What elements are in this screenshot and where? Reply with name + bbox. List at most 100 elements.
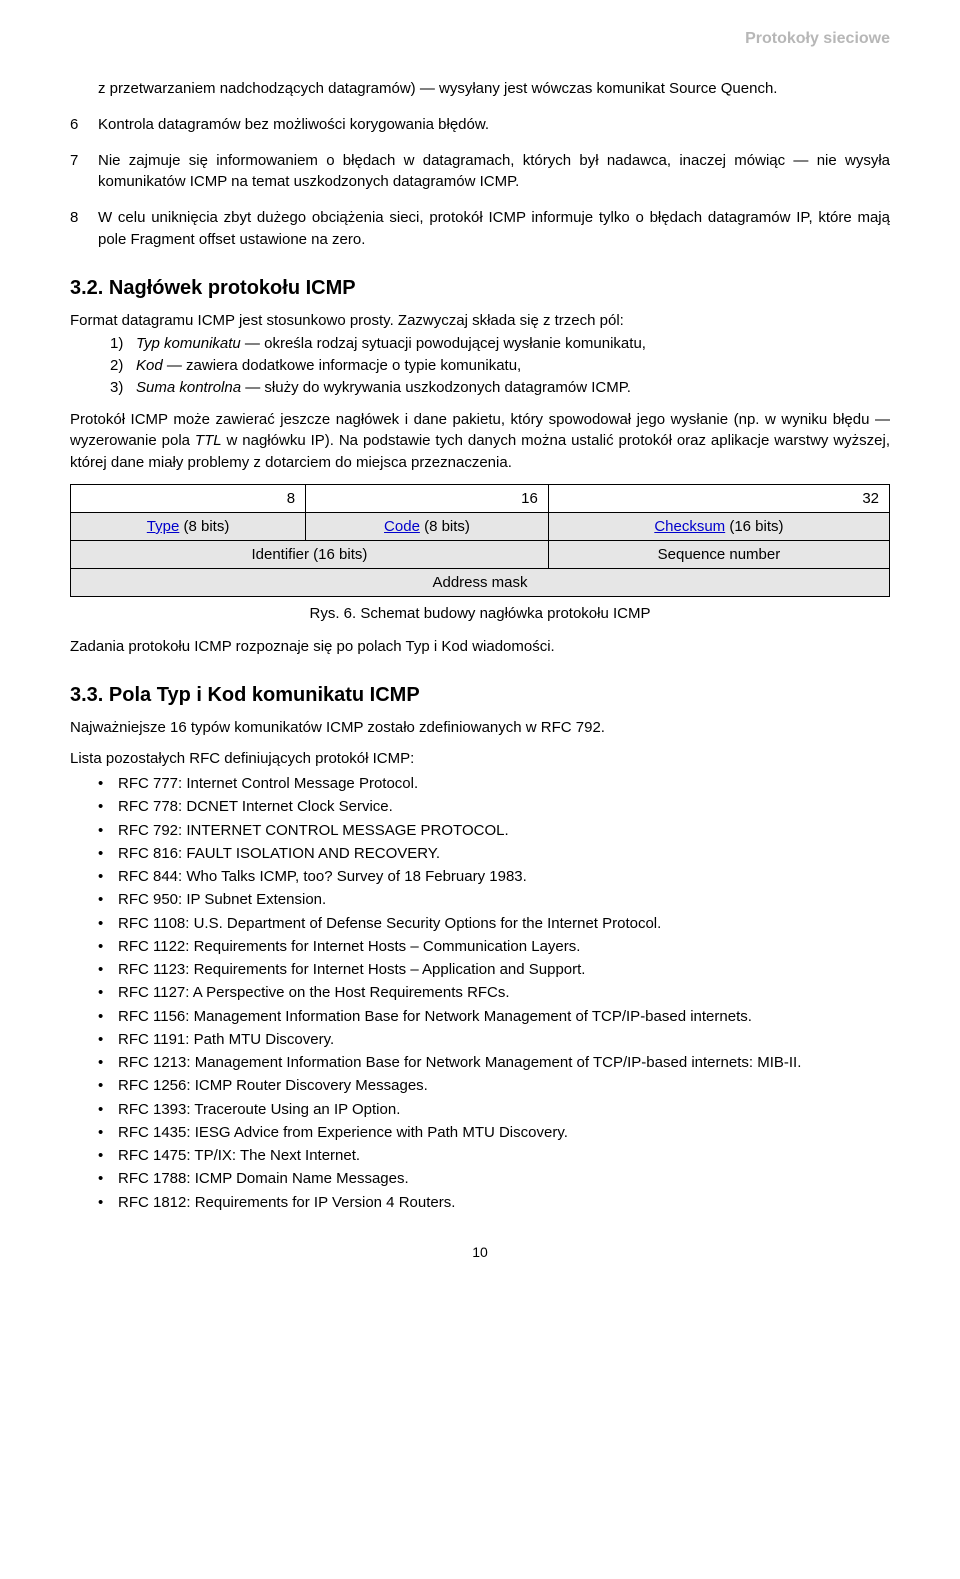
bullet-icon: • xyxy=(98,935,118,958)
rfc-text: RFC 1108: U.S. Department of Defense Sec… xyxy=(118,912,661,935)
type-link[interactable]: Type xyxy=(147,518,180,535)
bullet-icon: • xyxy=(98,912,118,935)
list-item: •RFC 792: INTERNET CONTROL MESSAGE PROTO… xyxy=(98,819,890,842)
document-page: Protokoły sieciowe z przetwarzaniem nadc… xyxy=(0,0,960,1300)
bullet-icon: • xyxy=(98,1028,118,1051)
address-mask-cell: Address mask xyxy=(71,568,890,596)
ttl-term: TTL xyxy=(195,432,222,449)
item-number xyxy=(70,78,98,100)
figure-caption: Rys. 6. Schemat budowy nagłówka protokoł… xyxy=(70,605,890,622)
identifier-cell: Identifier (16 bits) xyxy=(71,540,549,568)
item-text: Kod — zawiera dodatkowe informacje o typ… xyxy=(136,355,521,377)
list-item: •RFC 1191: Path MTU Discovery. xyxy=(98,1028,890,1051)
paragraph: Najważniejsze 16 typów komunikatów ICMP … xyxy=(70,717,890,739)
list-item: •RFC 1123: Requirements for Internet Hos… xyxy=(98,958,890,981)
list-item: •RFC 1788: ICMP Domain Name Messages. xyxy=(98,1167,890,1190)
rfc-text: RFC 950: IP Subnet Extension. xyxy=(118,888,326,911)
rfc-text: RFC 844: Who Talks ICMP, too? Survey of … xyxy=(118,865,527,888)
section-heading-3-2: 3.2. Nagłówek protokołu ICMP xyxy=(70,277,890,300)
table-row: Identifier (16 bits) Sequence number xyxy=(71,540,890,568)
rfc-text: RFC 1156: Management Information Base fo… xyxy=(118,1005,752,1028)
item-text: Suma kontrolna — służy do wykrywania usz… xyxy=(136,377,631,399)
bullet-icon: • xyxy=(98,1051,118,1074)
list-item: •RFC 1127: A Perspective on the Host Req… xyxy=(98,981,890,1004)
bullet-icon: • xyxy=(98,865,118,888)
code-tail: (8 bits) xyxy=(420,518,470,535)
item-text: z przetwarzaniem nadchodzących datagramó… xyxy=(98,78,890,100)
list-item: •RFC 1156: Management Information Base f… xyxy=(98,1005,890,1028)
rfc-list: •RFC 777: Internet Control Message Proto… xyxy=(98,772,890,1214)
bullet-icon: • xyxy=(98,1144,118,1167)
checksum-cell: Checksum (16 bits) xyxy=(548,512,889,540)
item-text: Typ komunikatu — określa rodzaj sytuacji… xyxy=(136,333,646,355)
term: Suma kontrolna xyxy=(136,379,241,396)
paragraph: Format datagramu ICMP jest stosunkowo pr… xyxy=(70,310,890,332)
list-item: •RFC 1213: Management Information Base f… xyxy=(98,1051,890,1074)
type-tail: (8 bits) xyxy=(179,518,229,535)
term-desc: — służy do wykrywania uszkodzonych datag… xyxy=(241,379,631,396)
paragraph: Lista pozostałych RFC definiujących prot… xyxy=(70,748,890,770)
list-item: 2) Kod — zawiera dodatkowe informacje o … xyxy=(110,355,890,377)
checksum-tail: (16 bits) xyxy=(725,518,783,535)
bits-cell: 16 xyxy=(306,484,549,512)
checksum-link[interactable]: Checksum xyxy=(654,518,725,535)
rfc-text: RFC 1127: A Perspective on the Host Requ… xyxy=(118,981,510,1004)
bullet-icon: • xyxy=(98,772,118,795)
rfc-text: RFC 1123: Requirements for Internet Host… xyxy=(118,958,585,981)
code-cell: Code (8 bits) xyxy=(306,512,549,540)
item-text: W celu uniknięcia zbyt dużego obciążenia… xyxy=(98,207,890,251)
table-row: 8 16 32 xyxy=(71,484,890,512)
rfc-text: RFC 792: INTERNET CONTROL MESSAGE PROTOC… xyxy=(118,819,509,842)
list-item: 7 Nie zajmuje się informowaniem o błędac… xyxy=(70,150,890,194)
list-item: •RFC 1256: ICMP Router Discovery Message… xyxy=(98,1074,890,1097)
list-item: 8 W celu uniknięcia zbyt dużego obciążen… xyxy=(70,207,890,251)
rfc-text: RFC 1812: Requirements for IP Version 4 … xyxy=(118,1191,455,1214)
bullet-icon: • xyxy=(98,1074,118,1097)
rfc-text: RFC 1256: ICMP Router Discovery Messages… xyxy=(118,1074,428,1097)
item-number: 3) xyxy=(110,377,136,399)
rfc-text: RFC 1213: Management Information Base fo… xyxy=(118,1051,801,1074)
list-item: 1) Typ komunikatu — określa rodzaj sytua… xyxy=(110,333,890,355)
rfc-text: RFC 1435: IESG Advice from Experience wi… xyxy=(118,1121,568,1144)
bits-cell: 8 xyxy=(71,484,306,512)
rfc-text: RFC 1475: TP/IX: The Next Internet. xyxy=(118,1144,360,1167)
list-item: •RFC 950: IP Subnet Extension. xyxy=(98,888,890,911)
list-item: •RFC 778: DCNET Internet Clock Service. xyxy=(98,795,890,818)
paragraph: Protokół ICMP może zawierać jeszcze nagł… xyxy=(70,409,890,474)
rfc-text: RFC 778: DCNET Internet Clock Service. xyxy=(118,795,393,818)
rfc-text: RFC 777: Internet Control Message Protoc… xyxy=(118,772,418,795)
list-item: •RFC 844: Who Talks ICMP, too? Survey of… xyxy=(98,865,890,888)
term: Typ komunikatu xyxy=(136,335,241,352)
sequence-cell: Sequence number xyxy=(548,540,889,568)
list-item: •RFC 1393: Traceroute Using an IP Option… xyxy=(98,1098,890,1121)
section-heading-3-3: 3.3. Pola Typ i Kod komunikatu ICMP xyxy=(70,684,890,707)
term: Kod xyxy=(136,357,163,374)
paragraph: Zadania protokołu ICMP rozpoznaje się po… xyxy=(70,636,890,658)
bullet-icon: • xyxy=(98,795,118,818)
item-number: 1) xyxy=(110,333,136,355)
bullet-icon: • xyxy=(98,981,118,1004)
bullet-icon: • xyxy=(98,1121,118,1144)
rfc-text: RFC 1191: Path MTU Discovery. xyxy=(118,1028,334,1051)
bullet-icon: • xyxy=(98,1098,118,1121)
term-desc: — zawiera dodatkowe informacje o typie k… xyxy=(163,357,522,374)
page-number: 10 xyxy=(70,1244,890,1260)
item-text: Kontrola datagramów bez możliwości koryg… xyxy=(98,114,890,136)
list-item: •RFC 1812: Requirements for IP Version 4… xyxy=(98,1191,890,1214)
code-link[interactable]: Code xyxy=(384,518,420,535)
rfc-text: RFC 816: FAULT ISOLATION AND RECOVERY. xyxy=(118,842,440,865)
item-number: 7 xyxy=(70,150,98,194)
rfc-text: RFC 1788: ICMP Domain Name Messages. xyxy=(118,1167,409,1190)
bullet-icon: • xyxy=(98,1167,118,1190)
bullet-icon: • xyxy=(98,888,118,911)
bullet-icon: • xyxy=(98,819,118,842)
table-row: Type (8 bits) Code (8 bits) Checksum (16… xyxy=(71,512,890,540)
rfc-text: RFC 1122: Requirements for Internet Host… xyxy=(118,935,580,958)
list-item: •RFC 1108: U.S. Department of Defense Se… xyxy=(98,912,890,935)
numbered-continuation: z przetwarzaniem nadchodzących datagramó… xyxy=(70,78,890,251)
icmp-header-table: 8 16 32 Type (8 bits) Code (8 bits) Chec… xyxy=(70,484,890,597)
term-desc: — określa rodzaj sytuacji powodującej wy… xyxy=(241,335,646,352)
list-item: •RFC 1475: TP/IX: The Next Internet. xyxy=(98,1144,890,1167)
item-number: 6 xyxy=(70,114,98,136)
format-list: 1) Typ komunikatu — określa rodzaj sytua… xyxy=(110,333,890,398)
